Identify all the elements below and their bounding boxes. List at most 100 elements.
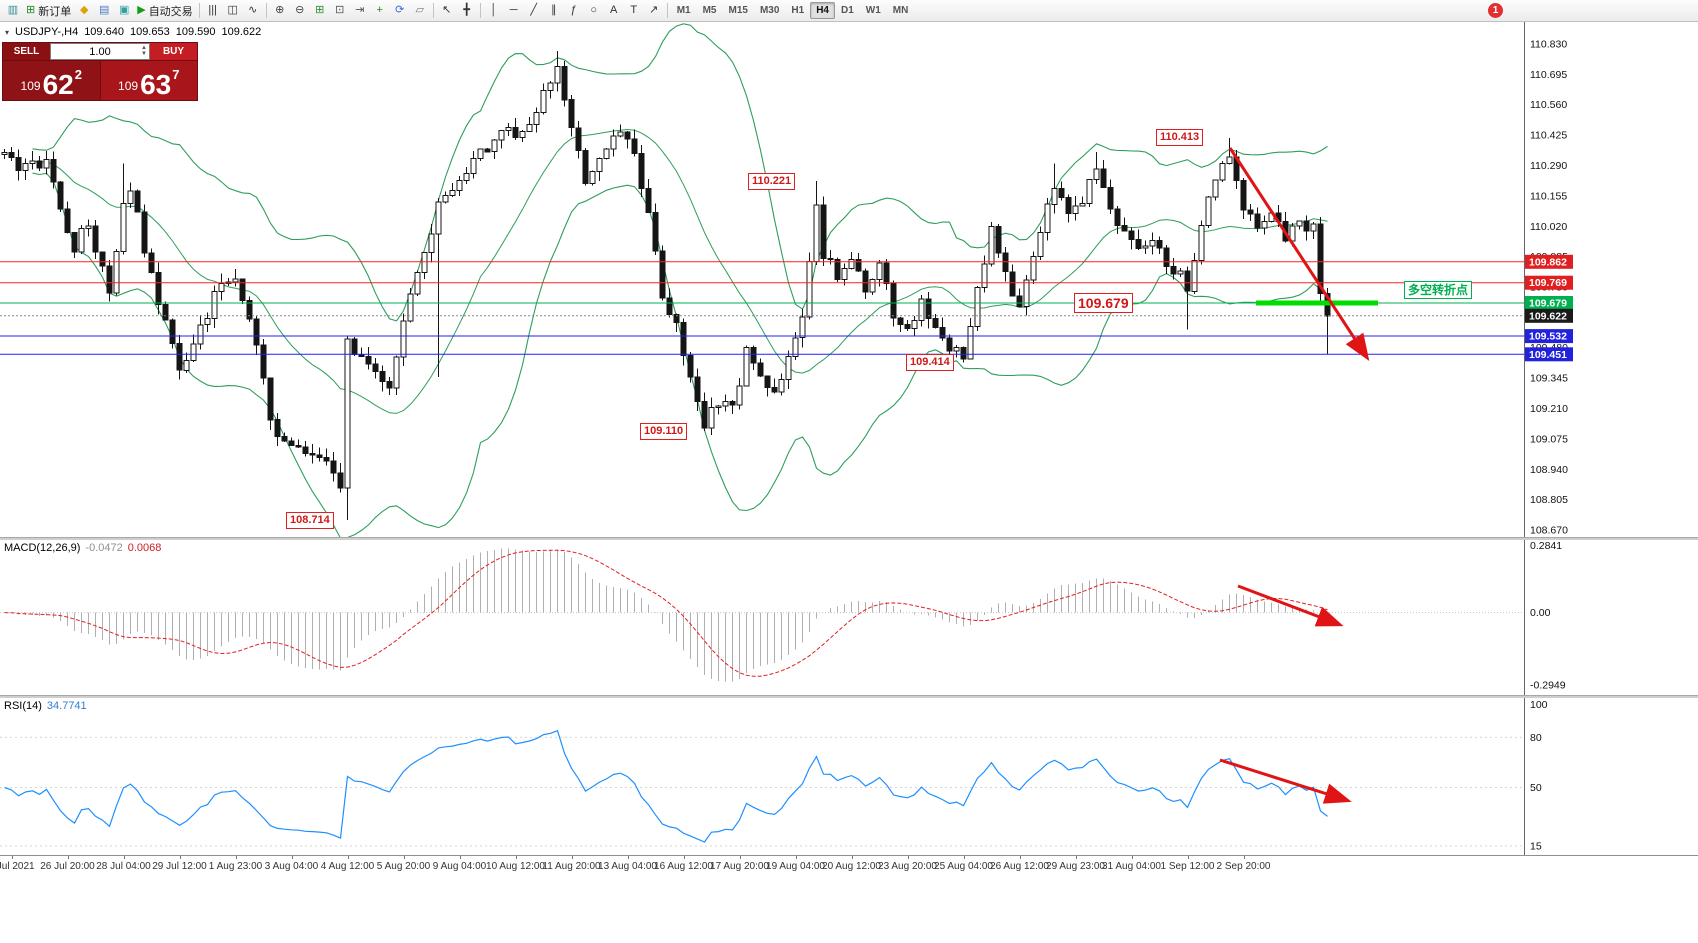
macd-panel[interactable]: 0.2841 0.00 -0.2949 MACD(12,26,9) -0.0472 … bbox=[0, 540, 1698, 695]
main-chart-panel[interactable]: 110.830 110.695 110.560 110.425 110.290 110.1… bbox=[0, 22, 1698, 537]
market-watch-button[interactable]: ▣ bbox=[114, 2, 134, 20]
buy-price-display[interactable]: 109 63 7 bbox=[100, 61, 197, 100]
time-label: 23 Aug 20:00 bbox=[878, 861, 937, 872]
price-level-annotation[interactable]: 109.414 bbox=[906, 354, 954, 372]
indicators-icon: + bbox=[376, 4, 383, 16]
time-label: 16 Aug 12:00 bbox=[654, 861, 713, 872]
time-label: 9 Aug 04:00 bbox=[432, 861, 487, 872]
mql5-community-button[interactable]: ◆ bbox=[74, 2, 94, 20]
price-tag-value: 109.679 bbox=[1529, 298, 1567, 310]
time-label: 5 Aug 20:00 bbox=[376, 861, 431, 872]
macd-signal-value: 0.0068 bbox=[127, 542, 162, 554]
price-level-annotation[interactable]: 110.413 bbox=[1156, 129, 1204, 147]
timeframe-d1[interactable]: D1 bbox=[841, 5, 854, 16]
main-chart-svg[interactable]: 110.830 110.695 110.560 110.425 110.290 110.1… bbox=[0, 22, 1698, 537]
quote-panel-toggle-icon[interactable]: ▾ bbox=[5, 27, 10, 37]
crosshair-button[interactable]: ╋ bbox=[457, 2, 477, 20]
news-button[interactable]: ▤ bbox=[94, 2, 114, 20]
buy-button[interactable]: BUY bbox=[150, 43, 197, 60]
sell-price-display[interactable]: 109 62 2 bbox=[3, 61, 101, 100]
templates-button[interactable]: ▱ bbox=[410, 2, 430, 20]
rsi-panel[interactable]: 100 80 50 15 RSI(14) 34.7741 bbox=[0, 698, 1698, 855]
timeframe-m1[interactable]: M1 bbox=[676, 5, 691, 16]
label-button[interactable]: T bbox=[624, 2, 644, 20]
price-scale-label: 110.560 bbox=[1530, 99, 1567, 111]
time-label: 10 Aug 12:00 bbox=[486, 861, 545, 872]
toolbar-separator bbox=[265, 3, 267, 18]
price-level-annotation[interactable]: 109.110 bbox=[640, 422, 688, 440]
auto-scroll-icon: ⇥ bbox=[355, 4, 365, 16]
timeframe-mn[interactable]: MN bbox=[892, 5, 909, 16]
timeframe-w1[interactable]: W1 bbox=[865, 5, 881, 16]
timeframe-h1[interactable]: H1 bbox=[791, 5, 805, 16]
new-order-button[interactable]: ⊞ 新订单 bbox=[23, 2, 74, 20]
cursor-button[interactable]: ↖ bbox=[437, 2, 457, 20]
mql5-community-icon: ◆ bbox=[79, 4, 89, 16]
lot-size-input[interactable]: 1.00 ▲ ▼ bbox=[50, 43, 150, 60]
rsi-svg[interactable]: 100 80 50 15 bbox=[0, 698, 1698, 855]
news-icon: ▤ bbox=[99, 4, 110, 16]
time-tick bbox=[1019, 856, 1021, 859]
auto-scroll-button[interactable]: ⇥ bbox=[350, 2, 370, 20]
bollinger-middle-band bbox=[32, 128, 1328, 414]
price-level-annotation[interactable]: 109.679 bbox=[1074, 292, 1133, 313]
cascade-windows-button[interactable]: ⊡ bbox=[330, 2, 350, 20]
price-scale-label: 108.670 bbox=[1530, 525, 1568, 537]
time-tick bbox=[571, 856, 573, 859]
timeframe-m15[interactable]: M15 bbox=[728, 5, 748, 16]
charts-button[interactable]: ▥ bbox=[3, 2, 23, 20]
price-level-annotation[interactable]: 110.221 bbox=[748, 172, 796, 190]
timeframe-h4[interactable]: H4 bbox=[810, 2, 835, 19]
time-tick bbox=[795, 856, 797, 859]
time-tick bbox=[627, 856, 629, 859]
tile-windows-button[interactable]: ⊞ bbox=[310, 2, 330, 20]
spinner-down-icon[interactable]: ▼ bbox=[141, 51, 147, 57]
sell-price-pipette: 2 bbox=[74, 67, 82, 82]
text-button[interactable]: A bbox=[604, 2, 624, 20]
time-label: 13 Aug 04:00 bbox=[598, 861, 657, 872]
trend-arrow[interactable] bbox=[1237, 584, 1344, 627]
periods-button[interactable]: ⟳ bbox=[390, 2, 410, 20]
zoom-out-button[interactable]: ⊖ bbox=[290, 2, 310, 20]
main-toolbar: ▥ ⊞ 新订单 ◆ ▤ ▣ ▶ 自动交易 ||| ◫ ∿ ⊕ ⊖ ⊞ ⊡ ⇥ + ⟳ ▱ ↖ ╋ │ ─ ╱ ∥ ƒ ○ A T ↗ M1 M… bbox=[0, 0, 1698, 22]
autotrading-button[interactable]: ▶ 自动交易 bbox=[134, 2, 195, 20]
ohlc-open: 109.640 bbox=[84, 26, 124, 38]
price-level-annotation[interactable]: 108.714 bbox=[286, 511, 334, 529]
zoom-in-button[interactable]: ⊕ bbox=[270, 2, 290, 20]
indicators-button[interactable]: + bbox=[370, 2, 390, 20]
time-label: 20 Aug 12:00 bbox=[822, 861, 881, 872]
time-label: 2 Sep 20:00 bbox=[1216, 861, 1271, 872]
line-chart-mode-button[interactable]: ∿ bbox=[243, 2, 263, 20]
time-label: 11 Aug 20:00 bbox=[542, 861, 601, 872]
zoom-out-icon: ⊖ bbox=[295, 4, 305, 16]
notification-badge[interactable]: 1 bbox=[1488, 3, 1503, 18]
price-scale-label: 110.290 bbox=[1530, 160, 1567, 172]
fibonacci-button[interactable]: ƒ bbox=[564, 2, 584, 20]
vertical-line-button[interactable]: │ bbox=[484, 2, 504, 20]
bar-chart-mode-icon: ||| bbox=[208, 4, 217, 16]
time-tick bbox=[739, 856, 741, 859]
candlestick-mode-button[interactable]: ◫ bbox=[223, 2, 243, 20]
trendline-button[interactable]: ╱ bbox=[524, 2, 544, 20]
panel-splitter[interactable] bbox=[0, 537, 1698, 540]
rsi-label: RSI(14) 34.7741 bbox=[4, 700, 87, 712]
lot-spinner[interactable]: ▲ ▼ bbox=[141, 45, 147, 57]
shapes-button[interactable]: ○ bbox=[584, 2, 604, 20]
macd-main-value: -0.0472 bbox=[85, 542, 123, 554]
horizontal-line-button[interactable]: ─ bbox=[504, 2, 524, 20]
macd-svg[interactable]: 0.2841 0.00 -0.2949 bbox=[0, 540, 1698, 695]
trend-arrow[interactable] bbox=[1228, 147, 1370, 362]
macd-scale-label: 0.2841 bbox=[1530, 540, 1562, 552]
rsi-scale-label: 80 bbox=[1530, 732, 1542, 744]
channel-button[interactable]: ∥ bbox=[544, 2, 564, 20]
arrows-tool-button[interactable]: ↗ bbox=[644, 2, 664, 20]
spinner-up-icon[interactable]: ▲ bbox=[141, 45, 147, 51]
buy-price-pipette: 7 bbox=[172, 67, 180, 82]
timeframe-m30[interactable]: M30 bbox=[759, 5, 780, 16]
turning-point-label[interactable]: 多空转折点 bbox=[1404, 280, 1473, 299]
trend-arrow[interactable] bbox=[1219, 758, 1352, 804]
panel-splitter[interactable] bbox=[0, 695, 1698, 698]
timeframe-m5[interactable]: M5 bbox=[702, 5, 717, 16]
bar-chart-mode-button[interactable]: ||| bbox=[203, 2, 223, 20]
sell-button[interactable]: SELL bbox=[3, 43, 50, 60]
